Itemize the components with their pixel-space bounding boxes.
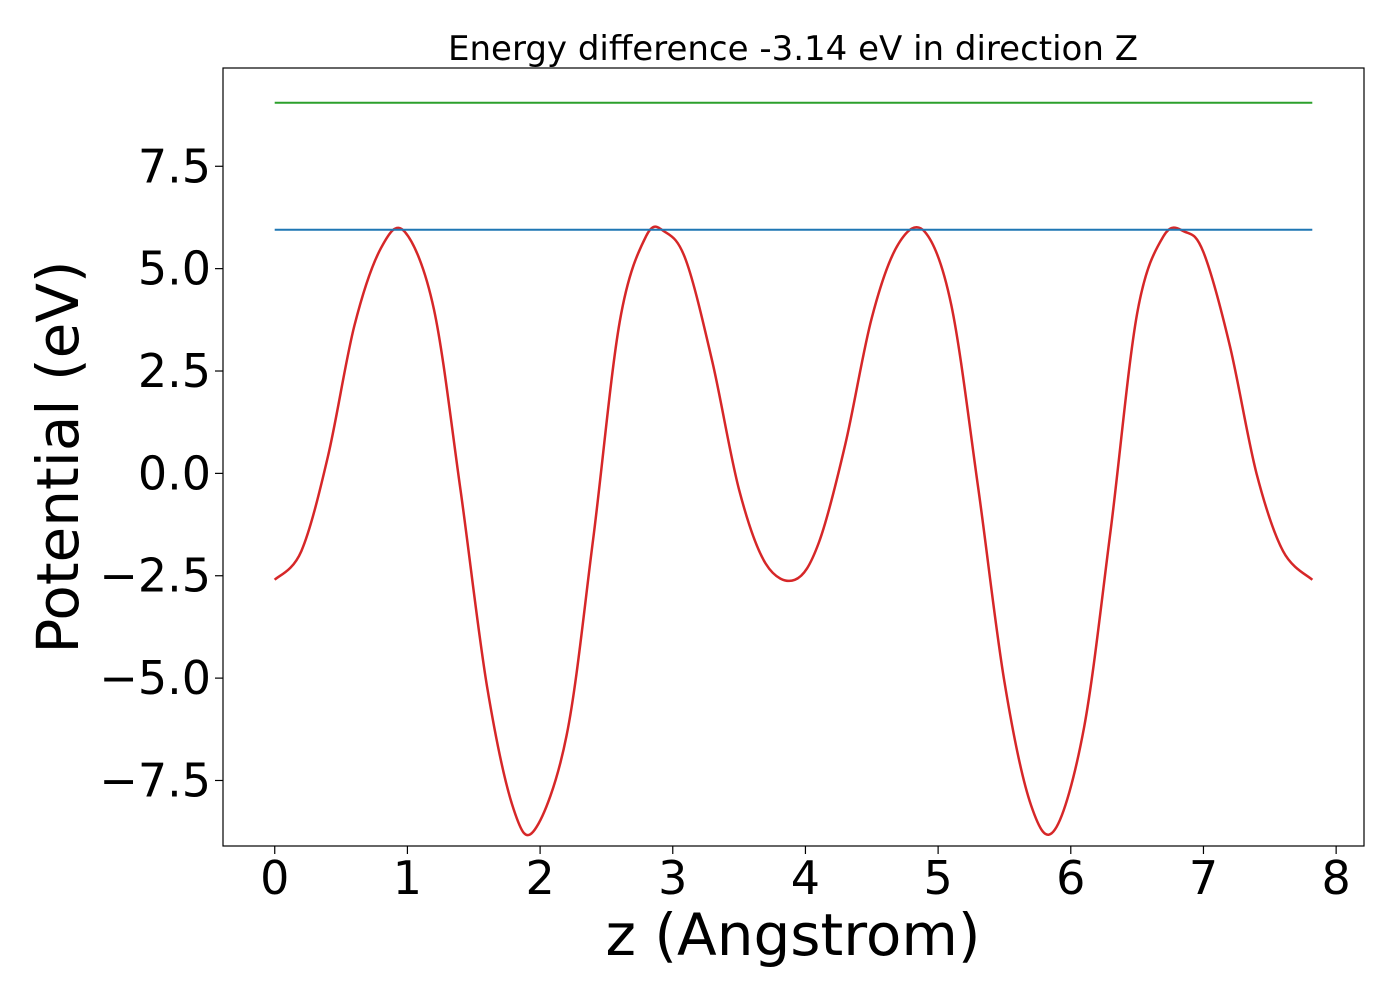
x-tick-label: 8 — [1321, 851, 1350, 905]
y-tick-label: 2.5 — [138, 344, 211, 398]
y-tick-label: −7.5 — [99, 753, 211, 807]
x-tick-label: 3 — [658, 851, 687, 905]
y-tick-label: 5.0 — [138, 242, 211, 296]
x-tick-label: 0 — [260, 851, 289, 905]
plot-frame — [222, 67, 1365, 847]
x-tick-label: 6 — [1056, 851, 1085, 905]
y-tick-label: −5.0 — [99, 651, 211, 705]
x-tick-label: 4 — [791, 851, 820, 905]
x-tick-label: 1 — [393, 851, 422, 905]
y-tick-label: −2.5 — [99, 549, 211, 603]
y-tick-label: 0.0 — [138, 446, 211, 500]
series-line-1 — [273, 225, 1314, 837]
x-tick-label: 2 — [525, 851, 554, 905]
x-axis-label: z (Angstrom) — [606, 901, 981, 969]
x-axis-ticks: 0 1 2 3 4 5 6 7 8 — [260, 846, 1351, 905]
y-axis-ticks: −7.5 −5.0 −2.5 0.0 2.5 5.0 7.5 — [99, 139, 223, 807]
x-tick-label: 7 — [1189, 851, 1218, 905]
chart-title: Energy difference -3.14 eV in direction … — [448, 29, 1138, 69]
series-layer — [273, 101, 1314, 837]
y-tick-label: 7.5 — [138, 139, 211, 193]
x-tick-label: 5 — [923, 851, 952, 905]
y-axis-label: Potential (eV) — [24, 260, 92, 653]
